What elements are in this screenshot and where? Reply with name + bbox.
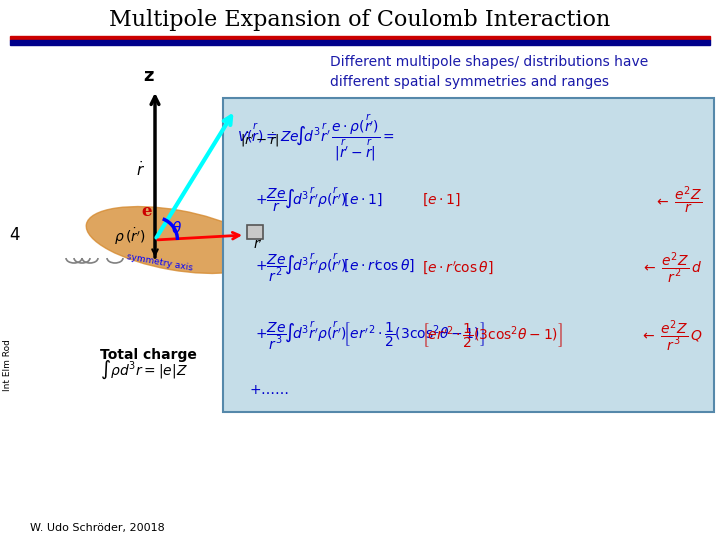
Text: z: z bbox=[144, 67, 154, 85]
Text: $+\dfrac{Ze}{r^3}\!\int\! d^3\overset{r}{r}{}'\rho(\overset{r}{r}{}')\!\left[er': $+\dfrac{Ze}{r^3}\!\int\! d^3\overset{r}… bbox=[255, 320, 485, 352]
Text: $\leftarrow\;\dfrac{e^2 Z}{r}$: $\leftarrow\;\dfrac{e^2 Z}{r}$ bbox=[654, 184, 702, 216]
Text: Int Elm Rod: Int Elm Rod bbox=[4, 339, 12, 391]
Text: $\dot{r}'$: $\dot{r}'$ bbox=[253, 234, 264, 252]
Text: $\theta$: $\theta$ bbox=[171, 220, 183, 236]
Text: $\leftarrow\;\dfrac{e^2 Z}{r^2}\,d$: $\leftarrow\;\dfrac{e^2 Z}{r^2}\,d$ bbox=[641, 250, 702, 286]
Bar bbox=[247, 225, 263, 239]
Text: $|\dot{r}' - \dot{r}|$: $|\dot{r}' - \dot{r}|$ bbox=[240, 131, 279, 149]
Text: Total charge: Total charge bbox=[100, 348, 197, 362]
Text: $\left[e \cdot r'\!\cos\theta\right]$: $\left[e \cdot r'\!\cos\theta\right]$ bbox=[422, 260, 493, 276]
Text: $+\dfrac{Ze}{r}\!\int\! d^3\overset{r}{r}{}'\rho(\overset{r}{r}{}')\!\left[e \cd: $+\dfrac{Ze}{r}\!\int\! d^3\overset{r}{r… bbox=[255, 186, 383, 214]
Bar bbox=[10, 40, 710, 45]
Text: $\left[er'^2 \cdot \dfrac{1}{2}(3\cos^2\!\theta -1)\right]$: $\left[er'^2 \cdot \dfrac{1}{2}(3\cos^2\… bbox=[422, 322, 563, 350]
FancyBboxPatch shape bbox=[223, 98, 714, 412]
Text: symmetry axis: symmetry axis bbox=[126, 252, 194, 272]
Text: 4: 4 bbox=[9, 226, 19, 244]
Text: $+\dfrac{Ze}{r^2}\!\int\! d^3\overset{r}{r}{}'\rho(\overset{r}{r}{}')\!\left[e \: $+\dfrac{Ze}{r^2}\!\int\! d^3\overset{r}… bbox=[255, 252, 415, 284]
Ellipse shape bbox=[86, 207, 264, 273]
Bar bbox=[10, 36, 710, 40]
Text: $\leftarrow\;\dfrac{e^2 Z}{r^3}\,Q$: $\leftarrow\;\dfrac{e^2 Z}{r^3}\,Q$ bbox=[639, 318, 702, 354]
Text: $\int \rho d^3r = |e|Z$: $\int \rho d^3r = |e|Z$ bbox=[100, 359, 188, 381]
Text: e: e bbox=[142, 204, 152, 220]
Text: $+\ldots\ldots$: $+\ldots\ldots$ bbox=[249, 383, 289, 397]
Text: $\left[e \cdot 1\right]$: $\left[e \cdot 1\right]$ bbox=[422, 192, 461, 208]
Text: $\rho\,(\dot{r}')$: $\rho\,(\dot{r}')$ bbox=[114, 227, 145, 247]
Text: W. Udo Schröder, 20018: W. Udo Schröder, 20018 bbox=[30, 523, 165, 533]
Text: Different multipole shapes/ distributions have
different spatial symmetries and : Different multipole shapes/ distribution… bbox=[330, 55, 648, 89]
Text: $\dot{r}$: $\dot{r}$ bbox=[137, 160, 145, 179]
Text: $V(\overset{r}{r}) = Ze\!\int\! d^3\overset{r}{r}{}'$$\,\dfrac{e \cdot \rho(\ove: $V(\overset{r}{r}) = Ze\!\int\! d^3\over… bbox=[237, 113, 395, 163]
Text: Multipole Expansion of Coulomb Interaction: Multipole Expansion of Coulomb Interacti… bbox=[109, 9, 611, 31]
